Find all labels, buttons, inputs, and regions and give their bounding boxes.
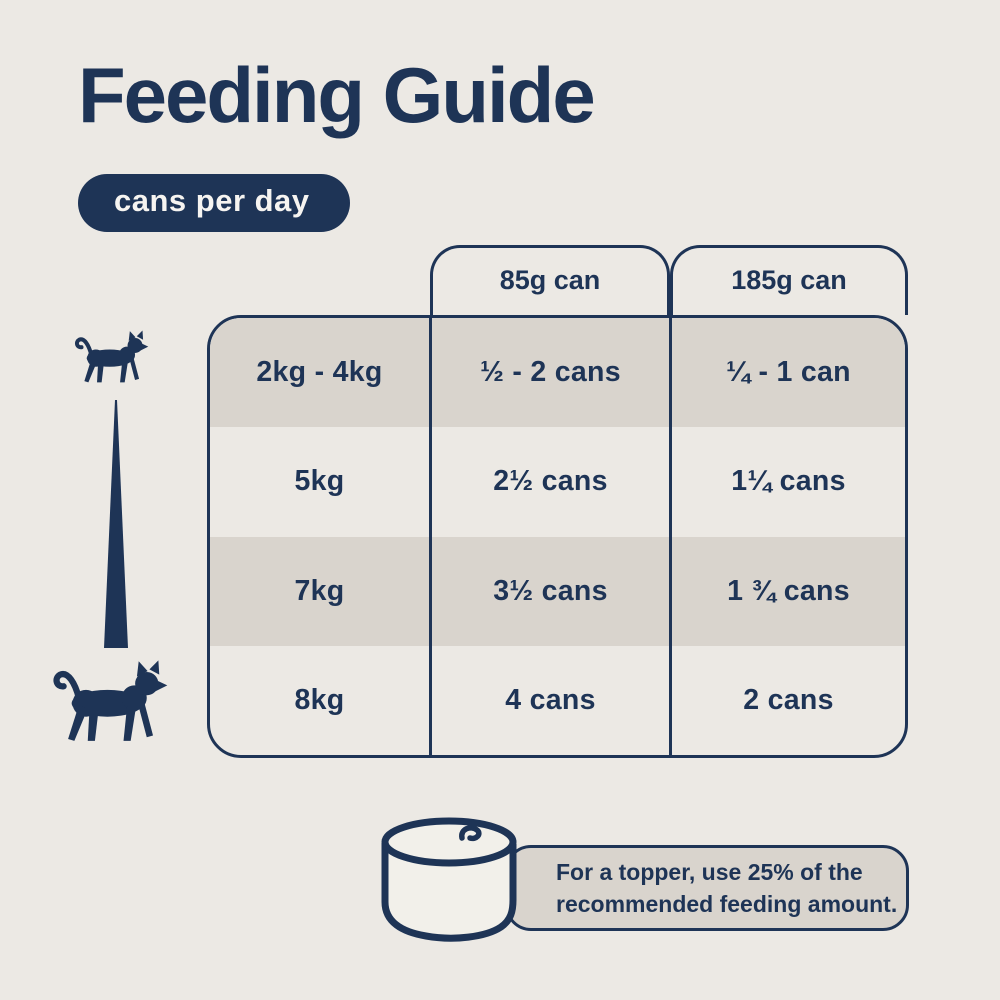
- small-cat-icon: [74, 330, 149, 383]
- cans-185g-cell: 1 ¾ cans: [669, 536, 905, 646]
- column-header-85g-label: 85g can: [499, 265, 601, 295]
- topper-note-line1: For a topper, use 25% of the: [556, 858, 863, 885]
- table-row: 7kg 3½ cans 1 ¾ cans: [210, 536, 905, 646]
- page-title: Feeding Guide: [78, 51, 596, 139]
- column-header-185g: 185g can: [670, 245, 908, 315]
- cans-85g-cell: 4 cans: [429, 645, 669, 755]
- table-row: 2kg - 4kg ½ - 2 cans ¼ - 1 can: [210, 318, 905, 428]
- cans-185g-cell: 1¼ cans: [669, 427, 905, 537]
- cans-185g-cell: 2 cans: [669, 645, 905, 755]
- weight-cell: 8kg: [294, 683, 345, 716]
- cat-food-can-icon: [381, 817, 517, 942]
- column-header-85g: 85g can: [430, 245, 670, 315]
- cans-85g-cell: ½ - 2 cans: [429, 318, 669, 428]
- weight-cell: 7kg: [294, 574, 345, 607]
- table-row: 8kg 4 cans 2 cans: [210, 645, 905, 755]
- column-header-185g-label: 185g can: [731, 265, 847, 295]
- cans-85g-cell: 3½ cans: [429, 536, 669, 646]
- cans-per-day-badge: cans per day: [78, 174, 350, 232]
- table-row: 5kg 2½ cans 1¼ cans: [210, 427, 905, 537]
- cans-85g-cell: 2½ cans: [429, 427, 669, 537]
- weight-cell: 5kg: [294, 465, 345, 498]
- weight-cell: 2kg - 4kg: [256, 356, 383, 389]
- cans-185g-cell: ¼ - 1 can: [669, 318, 905, 428]
- badge-label: cans per day: [114, 183, 310, 218]
- feeding-table: 2kg - 4kg ½ - 2 cans ¼ - 1 can 5kg 2½ ca…: [207, 315, 908, 758]
- size-gradient-wedge-icon: [104, 400, 128, 648]
- large-cat-icon: [53, 660, 168, 741]
- topper-note-line2: recommended feeding amount.: [556, 891, 898, 917]
- topper-note: For a topper, use 25% of the recommended…: [505, 845, 909, 931]
